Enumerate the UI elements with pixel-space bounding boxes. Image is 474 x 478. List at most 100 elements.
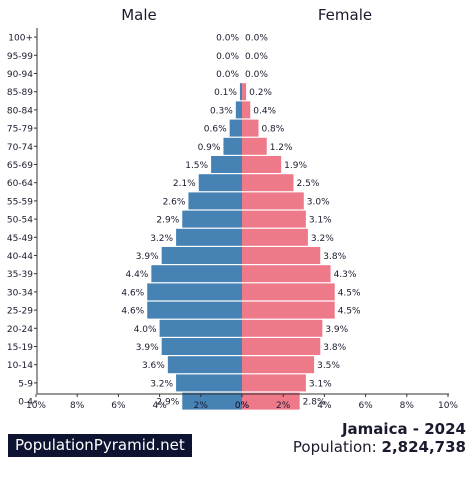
female-bar-80-84 xyxy=(242,101,251,119)
female-bar-0-4 xyxy=(242,392,300,410)
female-value-label: 0.0% xyxy=(245,70,268,80)
axes-group: 100+ 95-99 90-94 85-89 80-84 75-79 70-74 65-69 6… xyxy=(7,28,458,411)
site-logo[interactable]: PopulationPyramid.net xyxy=(8,434,192,457)
age-label-20-24: 20-24 xyxy=(7,325,33,335)
male-bar-40-44 xyxy=(161,247,242,264)
female-value-label: 0.0% xyxy=(245,34,268,44)
female-value-label: 3.8% xyxy=(323,252,346,262)
age-label-30-34: 30-34 xyxy=(7,288,33,298)
male-bar-45-49 xyxy=(176,228,242,246)
age-label-5-9: 5-9 xyxy=(18,379,33,389)
female-value-label: 0.2% xyxy=(249,88,272,98)
female-value-label: 2.5% xyxy=(297,179,320,189)
male-bar-15-19 xyxy=(161,338,242,355)
age-label-95-99: 95-99 xyxy=(7,52,33,62)
age-label-35-39: 35-39 xyxy=(7,270,33,280)
male-value-label: 0.6% xyxy=(204,125,227,135)
female-value-label: 1.2% xyxy=(270,143,293,153)
age-label-75-79: 75-79 xyxy=(7,125,33,135)
male-value-label: 3.6% xyxy=(142,361,165,371)
female-value-label: 3.8% xyxy=(323,343,346,353)
male-value-label: 3.2% xyxy=(150,379,173,389)
female-bar-5-9 xyxy=(242,374,306,392)
male-bar-80-84 xyxy=(235,101,242,119)
x-tick-label-left: 8% xyxy=(70,401,85,411)
male-value-label: 3.9% xyxy=(136,343,159,353)
male-value-label: 2.1% xyxy=(173,179,196,189)
male-value-label: 2.9% xyxy=(156,398,179,408)
country-year-title: Jamaica - 2024 xyxy=(341,420,466,438)
age-label-85-89: 85-89 xyxy=(7,88,33,98)
male-title: Male xyxy=(121,6,157,24)
female-value-label: 3.2% xyxy=(311,234,334,244)
female-value-label: 4.3% xyxy=(334,270,357,280)
age-label-55-59: 55-59 xyxy=(7,197,33,207)
female-value-label: 3.9% xyxy=(325,325,348,335)
male-value-label: 0.3% xyxy=(210,106,233,116)
male-value-label: 4.0% xyxy=(134,325,157,335)
male-bar-5-9 xyxy=(176,374,242,392)
female-value-label: 3.0% xyxy=(307,197,330,207)
male-bar-25-29 xyxy=(147,301,242,319)
female-bar-60-64 xyxy=(242,174,294,192)
male-bar-65-69 xyxy=(211,156,242,173)
male-value-label: 4.4% xyxy=(125,270,148,280)
age-label-100+: 100+ xyxy=(8,34,33,44)
female-value-label: 3.5% xyxy=(317,361,340,371)
female-bar-30-34 xyxy=(242,283,335,301)
male-value-label: 1.5% xyxy=(185,161,208,171)
female-title: Female xyxy=(318,6,372,24)
male-value-label: 0.9% xyxy=(198,143,221,153)
male-value-label: 3.9% xyxy=(136,252,159,262)
x-tick-label-right: 0% xyxy=(235,401,250,411)
female-value-label: 3.1% xyxy=(309,379,332,389)
female-bar-10-14 xyxy=(242,356,315,374)
male-value-label: 2.6% xyxy=(163,197,186,207)
male-bar-70-74 xyxy=(223,137,242,155)
age-label-50-54: 50-54 xyxy=(7,216,33,226)
x-tick-label-left: 4% xyxy=(152,401,167,411)
female-bar-75-79 xyxy=(242,119,259,137)
male-bar-75-79 xyxy=(229,119,242,137)
age-label-10-14: 10-14 xyxy=(7,361,33,371)
age-label-0-4: 0-4 xyxy=(18,398,33,408)
male-value-label: 0.0% xyxy=(216,52,239,62)
male-bar-35-39 xyxy=(151,265,242,283)
female-bar-20-24 xyxy=(242,319,323,337)
age-label-70-74: 70-74 xyxy=(7,143,33,153)
bars-group: 0.0% 0.0% 0.0% 0.0% 0.0% 0.0% 0.1% 0.2% 0.3% 0.4%… xyxy=(121,34,361,410)
age-label-90-94: 90-94 xyxy=(7,70,33,80)
x-tick-label-right: 10% xyxy=(438,401,458,411)
female-bar-55-59 xyxy=(242,192,304,210)
male-value-label: 0.1% xyxy=(214,88,237,98)
age-label-25-29: 25-29 xyxy=(7,307,33,317)
male-value-label: 4.6% xyxy=(121,288,144,298)
female-value-label: 3.1% xyxy=(309,216,332,226)
female-bar-35-39 xyxy=(242,265,331,283)
male-bar-0-4 xyxy=(182,392,242,410)
female-value-label: 0.4% xyxy=(253,106,276,116)
female-value-label: 4.5% xyxy=(338,288,361,298)
population-total: Population: 2,824,738 xyxy=(293,438,466,456)
female-bar-45-49 xyxy=(242,228,308,246)
female-value-label: 4.5% xyxy=(338,307,361,317)
female-bar-40-44 xyxy=(242,247,321,264)
male-value-label: 0.0% xyxy=(216,34,239,44)
x-tick-label-left: 6% xyxy=(111,401,126,411)
male-bar-10-14 xyxy=(167,356,242,374)
x-tick-label-left: 10% xyxy=(26,401,46,411)
male-bar-20-24 xyxy=(159,319,242,337)
x-tick-label-left: 2% xyxy=(194,401,209,411)
age-label-40-44: 40-44 xyxy=(7,252,33,262)
female-value-label: 2.8% xyxy=(303,398,326,408)
male-value-label: 2.9% xyxy=(156,216,179,226)
x-tick-label-right: 8% xyxy=(400,401,415,411)
male-bar-55-59 xyxy=(188,192,242,210)
female-bar-70-74 xyxy=(242,137,267,155)
female-value-label: 1.9% xyxy=(284,161,307,171)
male-value-label: 3.2% xyxy=(150,234,173,244)
male-value-label: 4.6% xyxy=(121,307,144,317)
female-value-label: 0.0% xyxy=(245,52,268,62)
female-bar-50-54 xyxy=(242,210,306,228)
